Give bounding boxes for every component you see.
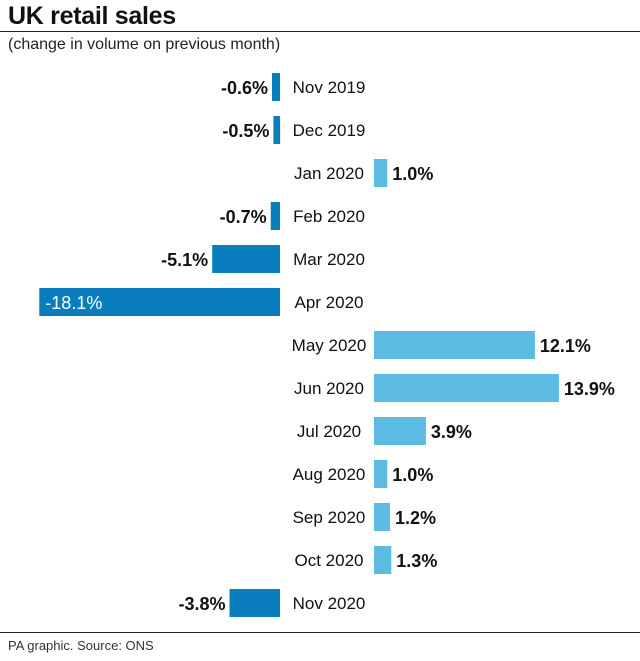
- category-label: Feb 2020: [293, 207, 365, 226]
- value-label: 3.9%: [431, 422, 472, 442]
- value-label: 1.3%: [396, 551, 437, 571]
- category-label: Nov 2020: [293, 594, 366, 613]
- value-label: 1.0%: [392, 465, 433, 485]
- bar-sep-2020: [374, 503, 390, 531]
- category-label: May 2020: [292, 336, 367, 355]
- category-label: Jun 2020: [294, 379, 364, 398]
- title-divider: [0, 31, 640, 32]
- value-label: 1.0%: [392, 164, 433, 184]
- footer-divider: [0, 632, 640, 633]
- category-label: Oct 2020: [295, 551, 364, 570]
- category-label: Sep 2020: [293, 508, 366, 527]
- category-label: Aug 2020: [293, 465, 366, 484]
- bar-apr-2020: [39, 288, 280, 316]
- bar-may-2020: [374, 331, 535, 359]
- bar-nov-2020: [229, 589, 280, 617]
- chart-subtitle: (change in volume on previous month): [8, 36, 281, 53]
- value-label: -0.7%: [220, 207, 267, 227]
- value-label: 12.1%: [540, 336, 591, 356]
- category-label: Jul 2020: [297, 422, 361, 441]
- value-label: -3.8%: [178, 594, 225, 614]
- category-label: Mar 2020: [293, 250, 365, 269]
- category-label: Apr 2020: [295, 293, 364, 312]
- value-label: 13.9%: [564, 379, 615, 399]
- value-label: -0.6%: [221, 78, 268, 98]
- category-label: Jan 2020: [294, 164, 364, 183]
- value-label: -0.5%: [222, 121, 269, 141]
- value-label: -18.1%: [45, 293, 102, 313]
- category-label: Dec 2019: [293, 121, 366, 140]
- bar-jan-2020: [374, 159, 388, 187]
- bar-dec-2019: [273, 116, 281, 144]
- value-label: 1.2%: [395, 508, 436, 528]
- bar-nov-2019: [272, 73, 280, 101]
- bar-oct-2020: [374, 546, 392, 574]
- bar-mar-2020: [212, 245, 280, 273]
- bar-jun-2020: [374, 374, 559, 402]
- bar-jul-2020: [374, 417, 426, 445]
- bar-feb-2020: [270, 202, 280, 230]
- source-note: PA graphic. Source: ONS: [8, 638, 154, 653]
- category-label: Nov 2019: [293, 78, 366, 97]
- bar-aug-2020: [374, 460, 388, 488]
- chart-title: UK retail sales: [8, 2, 176, 30]
- value-label: -5.1%: [161, 250, 208, 270]
